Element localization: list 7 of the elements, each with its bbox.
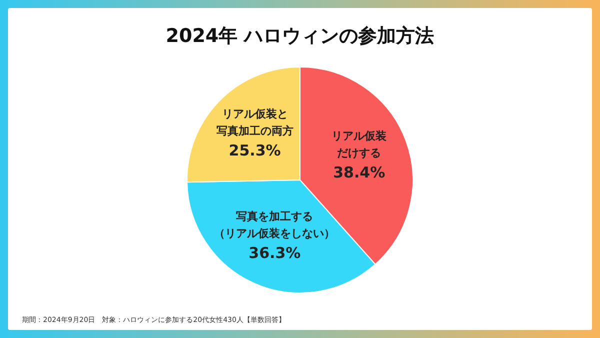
slice-label: リアル仮装だけする: [332, 129, 387, 160]
chart-title: 2024年 ハロウィンの参加方法: [166, 25, 434, 47]
data-label: 38.4%: [333, 163, 386, 182]
data-label: 25.3%: [228, 142, 281, 160]
slice-label: 写真を加工する（リアル仮装をしない）: [214, 210, 336, 240]
slice-label: リアル仮装と写真加工の両方: [216, 108, 294, 138]
data-label: 36.3%: [248, 244, 301, 262]
